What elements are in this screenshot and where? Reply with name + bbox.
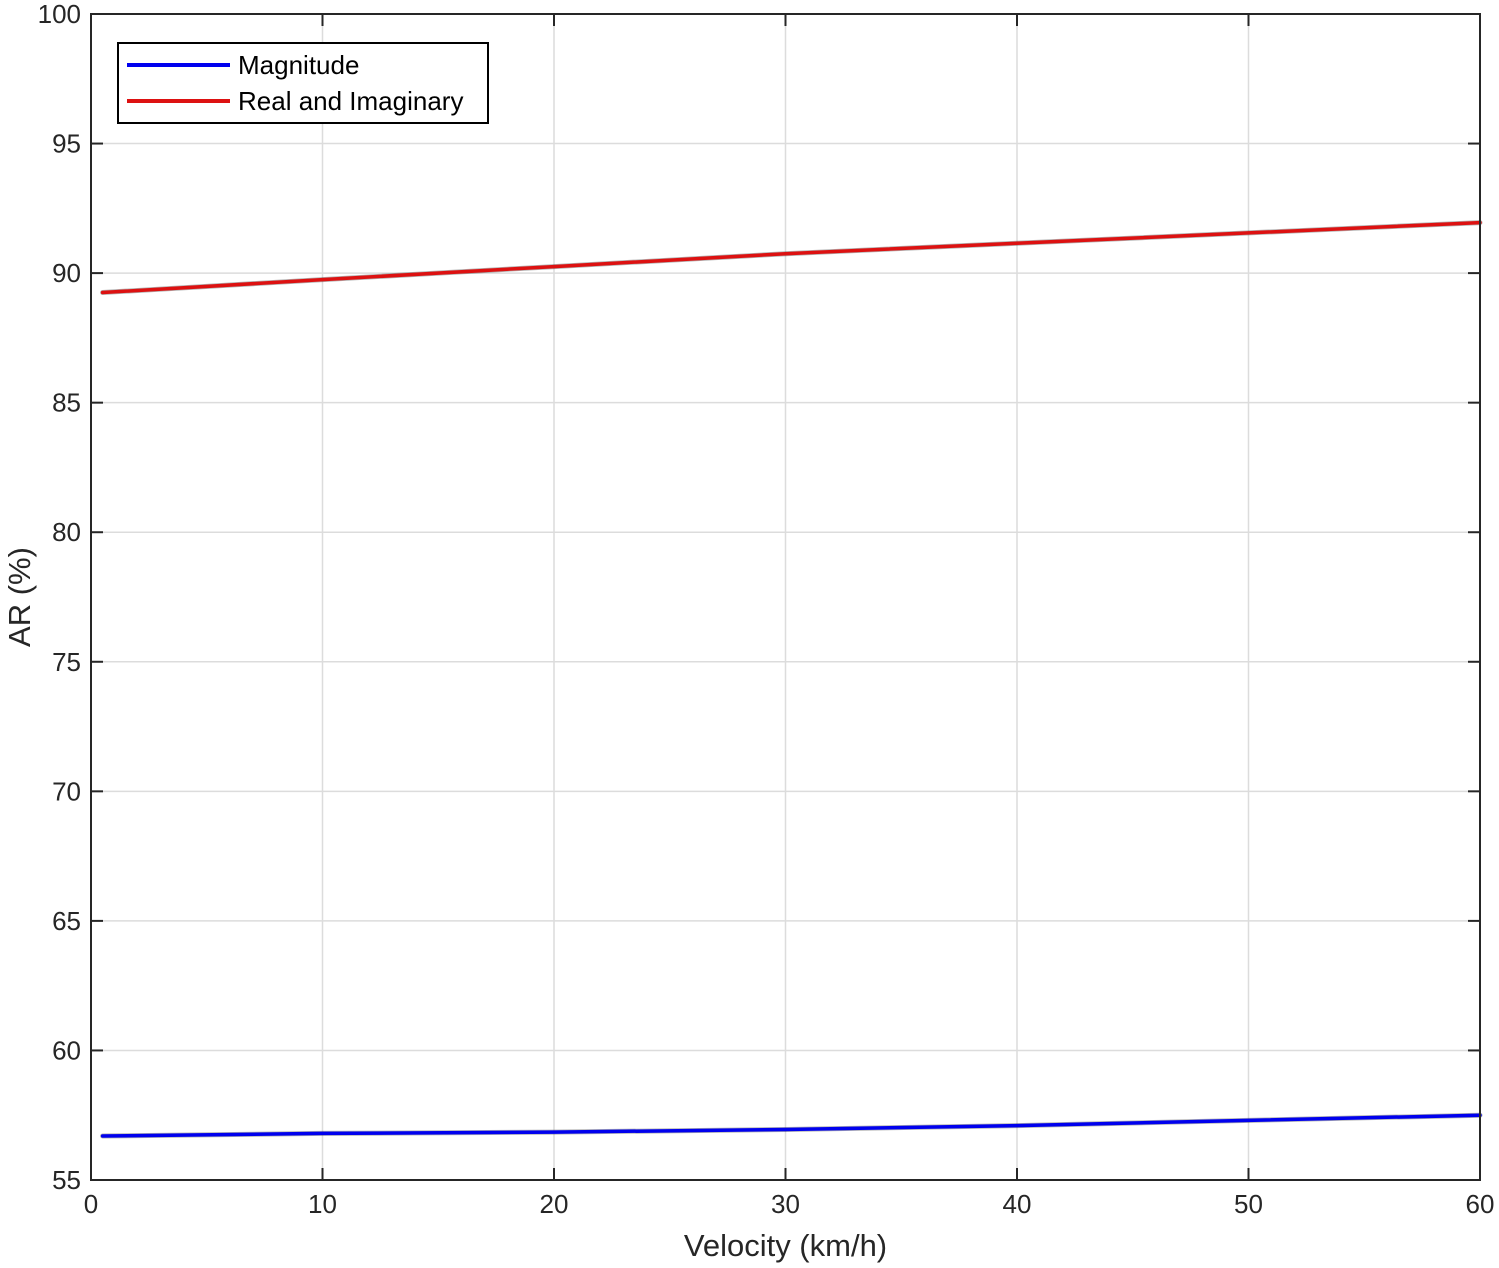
x-tick-label: 30 xyxy=(771,1189,800,1219)
y-tick-label: 55 xyxy=(52,1165,81,1195)
legend-label-real-and-imaginary: Real and Imaginary xyxy=(238,86,463,116)
x-tick-label: 60 xyxy=(1466,1189,1495,1219)
x-axis-label: Velocity (km/h) xyxy=(684,1228,887,1263)
y-tick-label: 90 xyxy=(52,258,81,288)
ticks xyxy=(90,13,1481,1181)
series-lines xyxy=(100,220,1483,1139)
y-tick-label: 85 xyxy=(52,388,81,418)
x-tick-label: 50 xyxy=(1234,1189,1263,1219)
x-tick-label: 20 xyxy=(540,1189,569,1219)
series-line-magnitude xyxy=(100,1113,1482,1138)
x-tick-label: 40 xyxy=(1003,1189,1032,1219)
y-tick-label: 95 xyxy=(52,129,81,159)
y-tick-label: 100 xyxy=(38,0,81,29)
legend-label-magnitude: Magnitude xyxy=(238,50,359,80)
legend-box xyxy=(117,42,489,124)
y-tick-label: 70 xyxy=(52,776,81,806)
y-tick-label: 75 xyxy=(52,647,81,677)
tick-labels: 0 10 20 30 40 50 60 55 60 65 70 75 80 85 90 95 100 xyxy=(38,0,1495,1219)
grid xyxy=(91,14,1480,1180)
y-tick-label: 80 xyxy=(52,517,81,547)
x-tick-label: 10 xyxy=(308,1189,337,1219)
x-tick-label: 0 xyxy=(84,1189,98,1219)
y-axis-label: AR (%) xyxy=(2,547,37,647)
y-tick-label: 60 xyxy=(52,1035,81,1065)
y-tick-label: 65 xyxy=(52,906,81,936)
legend: Magnitude Real and Imaginary xyxy=(117,42,489,124)
series-line-real-and-imaginary xyxy=(100,220,1482,295)
